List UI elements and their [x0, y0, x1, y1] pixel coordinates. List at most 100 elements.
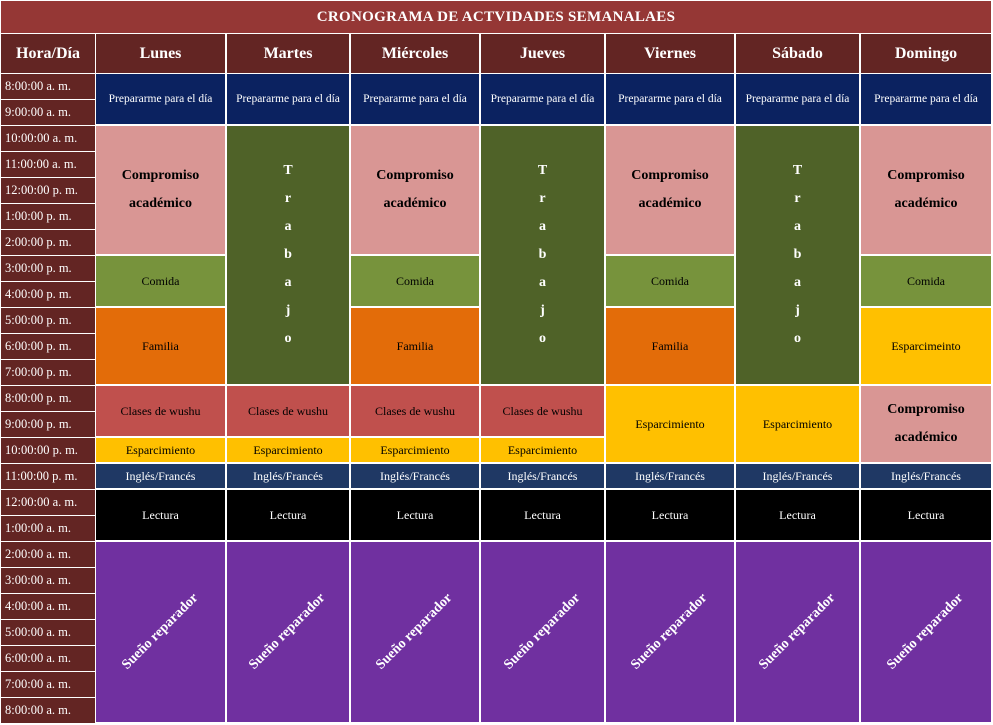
esparcimiento-label: Esparcimiento — [125, 442, 196, 457]
header-day-label: Jueves — [519, 44, 566, 62]
trabajo-letter: T — [283, 163, 293, 178]
day-6-acad-1: Compromiso académico — [861, 126, 991, 254]
time-label: 9:00:00 a. m. — [5, 105, 71, 119]
trabajo-letter: b — [793, 247, 802, 262]
familia-label: Familia — [142, 338, 179, 353]
lectura-label: Lectura — [651, 507, 689, 522]
academico-label: Compromiso académico — [631, 162, 709, 218]
time-row-22: 6:00:00 a. m. — [1, 646, 95, 672]
academico-line-1: Compromiso — [631, 168, 709, 183]
day-0-acad-1: Compromiso académico — [96, 126, 225, 254]
day-4-prep-0: Prepararme para el día — [606, 74, 734, 124]
header-day-label: Domingo — [894, 44, 958, 62]
day-0-wushu-4: Clases de wushu — [96, 386, 225, 436]
comida-label: Comida — [651, 273, 689, 288]
trabajo-letter: o — [284, 331, 292, 346]
day-5-lectura-4: Lectura — [736, 490, 859, 540]
trabajo-letter: a — [284, 219, 292, 234]
time-row-20: 4:00:00 a. m. — [1, 594, 95, 620]
esparcimiento-label: Esparcimeinto — [891, 338, 961, 353]
ingles-label: Inglés/Francés — [891, 468, 961, 483]
header-day-5: Sábado — [736, 34, 859, 73]
prep-label: Prepararme para el día — [490, 93, 595, 105]
time-label: 8:00:00 p. m. — [5, 391, 72, 405]
time-label: 11:00:00 a. m. — [5, 157, 77, 171]
prep-label: Prepararme para el día — [618, 93, 722, 105]
prep-label: Prepararme para el día — [745, 93, 850, 105]
time-row-3: 11:00:00 a. m. — [1, 152, 95, 178]
time-row-4: 12:00:00 p. m. — [1, 178, 95, 204]
sueno-label: Sueño reparador — [756, 590, 839, 673]
time-label: 4:00:00 p. m. — [5, 287, 72, 301]
comida-label: Comida — [141, 273, 180, 288]
header-day-label: Sábado — [772, 44, 823, 62]
ingles-label: Inglés/Francés — [380, 468, 450, 483]
time-label: 1:00:00 a. m. — [5, 521, 71, 535]
sueno-label: Sueño reparador — [501, 590, 584, 673]
wushu-label: Clases de wushu — [502, 403, 583, 418]
day-5-sueno-5: Sueño reparador — [736, 542, 859, 722]
day-2-sueno-8: Sueño reparador — [351, 542, 479, 722]
sueno-label: Sueño reparador — [884, 590, 967, 673]
lectura-label: Lectura — [269, 507, 307, 522]
esparcimiento-label: Esparcimiento — [380, 442, 450, 457]
prep-label: Prepararme para el día — [363, 93, 467, 105]
time-label: 11:00:00 p. m. — [5, 469, 78, 483]
academico-line-1: Compromiso — [887, 402, 965, 417]
time-label: 4:00:00 a. m. — [5, 599, 71, 613]
time-label: 6:00:00 p. m. — [5, 339, 72, 353]
lectura-label: Lectura — [907, 507, 945, 522]
academico-line-2: académico — [383, 196, 447, 211]
day-1-prep-0: Prepararme para el día — [227, 74, 349, 124]
time-row-18: 2:00:00 a. m. — [1, 542, 95, 568]
time-label: 10:00:00 a. m. — [5, 131, 78, 145]
day-2-familia-3: Familia — [351, 308, 479, 384]
day-2-lectura-7: Lectura — [351, 490, 479, 540]
prep-label: Prepararme para el día — [108, 93, 213, 105]
time-label: 7:00:00 a. m. — [5, 677, 71, 691]
time-row-5: 1:00:00 p. m. — [1, 204, 95, 230]
trabajo-letter: r — [794, 191, 801, 206]
day-0-sueno-8: Sueño reparador — [96, 542, 225, 722]
page-title: CRONOGRAMA DE ACTVIDADES SEMANALAES — [1, 1, 991, 33]
day-0-comida-2: Comida — [96, 256, 225, 306]
time-label: 7:00:00 p. m. — [5, 365, 72, 379]
prep-label: Prepararme para el día — [236, 93, 340, 105]
page-title-text: CRONOGRAMA DE ACTVIDADES SEMANALAES — [316, 8, 676, 25]
trabajo-letter: a — [539, 275, 546, 290]
day-4-lectura-6: Lectura — [606, 490, 734, 540]
academico-line-2: académico — [638, 196, 702, 211]
comida-label: Comida — [907, 273, 945, 288]
day-0-familia-3: Familia — [96, 308, 225, 384]
academico-label: Compromiso académico — [887, 162, 965, 218]
day-1-wushu-2: Clases de wushu — [227, 386, 349, 436]
time-row-12: 8:00:00 p. m. — [1, 386, 95, 412]
day-1-sueno-6: Sueño reparador — [227, 542, 349, 722]
lectura-label: Lectura — [779, 507, 816, 522]
sueno-label: Sueño reparador — [246, 590, 329, 673]
day-4-sueno-7: Sueño reparador — [606, 542, 734, 722]
esparcimiento-label: Esparcimiento — [762, 416, 833, 431]
header-day-1: Martes — [227, 34, 349, 73]
esparcimiento-label: Esparcimiento — [635, 416, 705, 431]
ingles-label: Inglés/Francés — [507, 468, 578, 483]
trabajo-letter: r — [284, 191, 292, 206]
day-6-ingles-5: Inglés/Francés — [861, 464, 991, 488]
esparcimiento-label: Esparcimiento — [253, 442, 323, 457]
header-day-4: Viernes — [606, 34, 734, 73]
day-1-ingles-4: Inglés/Francés — [227, 464, 349, 488]
ingles-label: Inglés/Francés — [762, 468, 833, 483]
trabajo-letter: a — [794, 275, 801, 290]
day-4-acad-1: Compromiso académico — [606, 126, 734, 254]
day-3-sueno-6: Sueño reparador — [481, 542, 604, 722]
time-row-14: 10:00:00 p. m. — [1, 438, 95, 464]
trabajo-letter: o — [539, 331, 546, 346]
prep-label: Prepararme para el día — [874, 93, 978, 105]
time-row-21: 5:00:00 a. m. — [1, 620, 95, 646]
trabajo-letter: o — [794, 331, 801, 346]
header-day-2: Miércoles — [351, 34, 479, 73]
time-row-1: 9:00:00 a. m. — [1, 100, 95, 126]
academico-line-1: Compromiso — [121, 168, 200, 183]
